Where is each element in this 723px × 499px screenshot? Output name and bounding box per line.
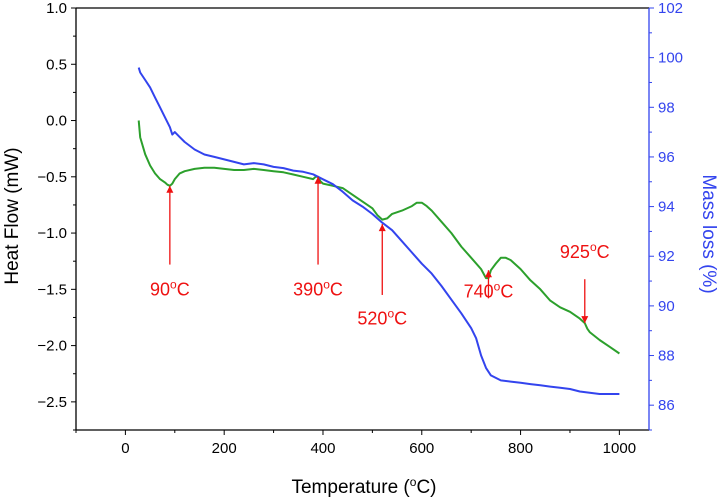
y-left-tick-label: 0.5 — [46, 56, 67, 73]
x-tick-label: 400 — [310, 440, 335, 457]
y-right-tick-label: 102 — [658, 0, 683, 17]
annotation-label: 925oC — [560, 240, 610, 262]
x-tick-label: 600 — [409, 440, 434, 457]
y-right-tick-label: 98 — [658, 99, 675, 116]
peak-annotation-740: 740oC — [464, 270, 514, 302]
mass-loss-line — [137, 67, 620, 395]
y-right-tick-label: 94 — [658, 199, 675, 216]
x-tick-label: 200 — [212, 440, 237, 457]
y-right-axis-title: Mass loss (%) — [698, 174, 719, 293]
annotation-layer: 90oC 390oC 520oC 740oC 925oC — [150, 176, 610, 329]
peak-annotation-520: 520oC — [357, 224, 407, 329]
annotation-label: 740oC — [464, 280, 514, 302]
y-left-tick-label: −0.5 — [37, 169, 67, 186]
y-right-tick-label: 92 — [658, 248, 675, 265]
annotation-label: 520oC — [357, 307, 407, 329]
y-right-tick-label: 88 — [658, 348, 675, 365]
annotation-arrow-head — [581, 316, 589, 324]
y-left-tick-label: −1.5 — [37, 281, 67, 298]
y-right-tick-label: 100 — [658, 50, 683, 67]
annotation-arrow-head — [484, 270, 492, 278]
y-right-tick-label: 96 — [658, 149, 675, 166]
y-left-tick-label: 0.0 — [46, 113, 67, 130]
annotation-arrow-head — [378, 224, 386, 232]
x-tick-label: 800 — [508, 440, 533, 457]
x-axis-title: Temperature (oC) — [291, 475, 436, 498]
x-tick-label: 1000 — [603, 440, 636, 457]
heat-flow-line — [137, 120, 620, 355]
axis-titles: Temperature (oC) Heat Flow (mW) Mass los… — [2, 147, 719, 498]
y-left-tick-label: −1.0 — [37, 225, 67, 242]
annotation-arrow-head — [166, 185, 174, 193]
y-right-tick-label: 90 — [658, 298, 675, 315]
annotation-arrow-head — [314, 176, 322, 184]
x-tick-label: 0 — [121, 440, 129, 457]
y-left-axis-title: Heat Flow (mW) — [2, 147, 23, 284]
annotation-label: 90oC — [150, 277, 190, 299]
y-left-tick-label: −2.0 — [37, 338, 67, 355]
peak-annotation-90: 90oC — [150, 185, 190, 299]
y-left-tick-label: 1.0 — [46, 0, 67, 17]
annotation-label: 390oC — [293, 277, 343, 299]
peak-annotation-925: 925oC — [560, 240, 610, 324]
peak-annotation-390: 390oC — [293, 176, 343, 299]
axes: 0 200 400 600 800 1000 1.0 0.5 0.0 −0.5 −1.0 −1.5 −2… — [37, 0, 683, 457]
series-layer — [137, 67, 620, 395]
y-left-tick-label: −2.5 — [37, 394, 67, 411]
y-right-tick-label: 86 — [658, 397, 675, 414]
